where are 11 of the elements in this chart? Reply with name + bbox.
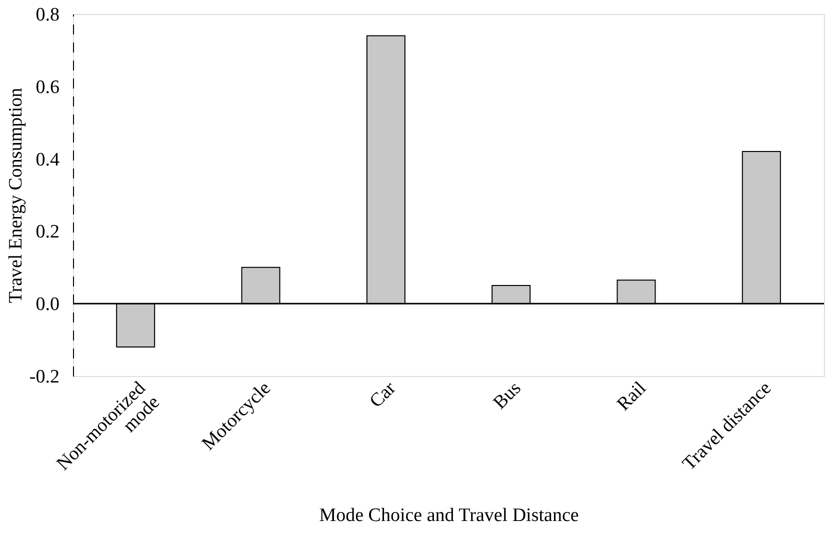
y-tick-label: 0.6 [36, 76, 60, 98]
y-tick-label: -0.2 [29, 366, 60, 388]
y-tick-label: 0.8 [36, 4, 60, 26]
y-tick-label: 0.2 [36, 222, 60, 243]
x-tick-label: Bus [489, 378, 526, 414]
x-tick-label: Car [366, 377, 401, 412]
y-axis-title: Travel Energy Consumption [5, 87, 26, 304]
x-tick-label: Rail [613, 378, 650, 416]
y-tick-label: 0.0 [36, 294, 60, 316]
y-tick-label: 0.4 [36, 149, 60, 170]
x-axis-title: Mode Choice and Travel Distance [319, 505, 579, 526]
